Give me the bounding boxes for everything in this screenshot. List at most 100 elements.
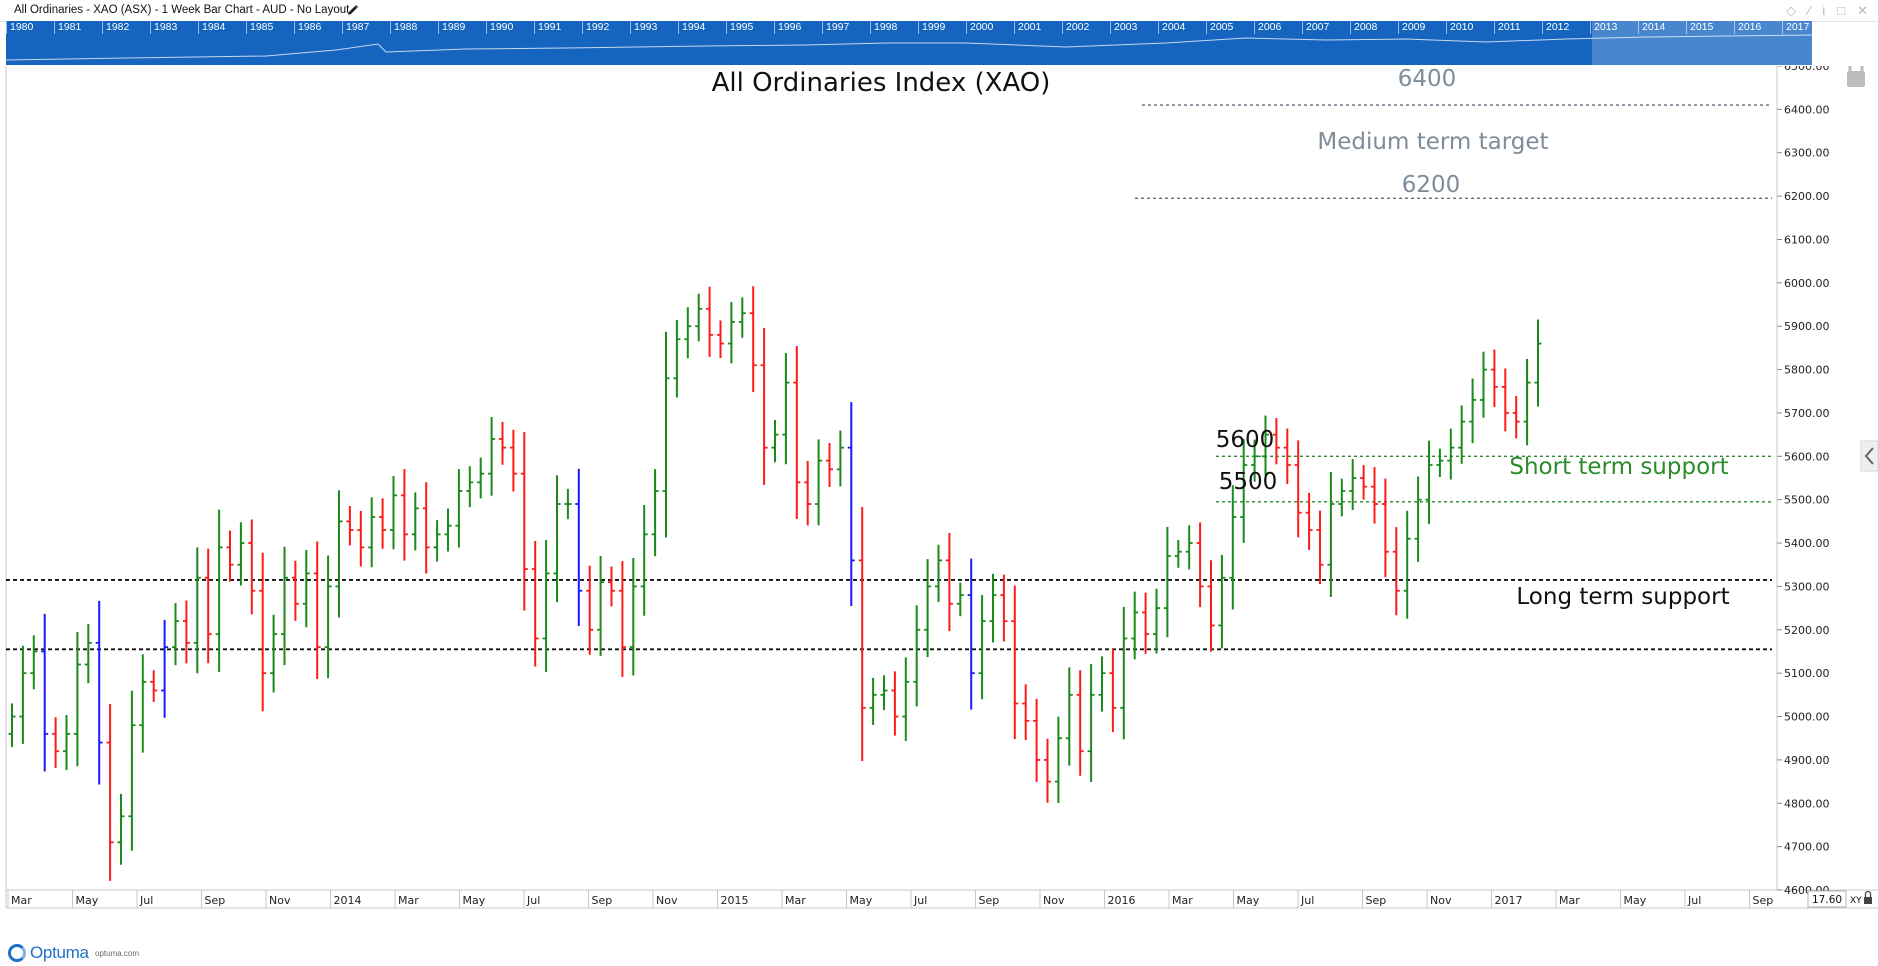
navigator-year[interactable]: 1998: [870, 21, 918, 34]
diamond-icon[interactable]: ◇: [1786, 3, 1797, 18]
ohlc-bar: [967, 558, 975, 710]
small-lock-icon[interactable]: [1864, 890, 1872, 905]
navigator-year[interactable]: 1997: [822, 21, 870, 34]
navigator-year[interactable]: 1983: [150, 21, 198, 34]
info-icon[interactable]: i: [1822, 3, 1826, 18]
navigator-year[interactable]: 1996: [774, 21, 822, 34]
ohlc-bar: [1272, 417, 1280, 465]
navigator-year[interactable]: 2013: [1590, 21, 1638, 34]
navigator-year[interactable]: 2002: [1062, 21, 1110, 34]
panel-collapse-icon[interactable]: [1860, 440, 1878, 472]
ohlc-bar: [695, 293, 703, 342]
ohlc-bar: [466, 466, 474, 508]
scale-value: 17.60: [1812, 894, 1842, 906]
navigator-year[interactable]: 1989: [438, 21, 486, 34]
navigator-year[interactable]: 1999: [918, 21, 966, 34]
ohlc-bar: [1403, 510, 1411, 619]
maximize-icon[interactable]: □: [1837, 3, 1846, 18]
y-tick-label: 6200.00: [1784, 190, 1830, 203]
navigator-year[interactable]: 2017: [1782, 21, 1812, 34]
link-icon[interactable]: ⁄: [1808, 3, 1811, 18]
navigator-year[interactable]: 1993: [630, 21, 678, 34]
ohlc-bar: [651, 469, 659, 557]
y-tick-label: 6300.00: [1784, 147, 1830, 160]
ohlc-bar: [73, 632, 81, 767]
navigator-year[interactable]: 2004: [1158, 21, 1206, 34]
x-tick-label: Mar: [1559, 894, 1580, 907]
ohlc-bar: [1163, 526, 1171, 638]
ohlc-bar: [379, 498, 387, 549]
ohlc-bar: [1153, 588, 1160, 654]
ohlc-bar: [793, 345, 801, 519]
optuma-logo-mark: [8, 944, 26, 962]
ohlc-bar: [8, 703, 16, 747]
ohlc-bar: [1316, 510, 1324, 585]
navigator-year[interactable]: 2016: [1734, 21, 1782, 34]
navigator-year[interactable]: 1980: [6, 21, 54, 34]
y-tick-label: 4900.00: [1784, 754, 1830, 767]
navigator-year[interactable]: 2001: [1014, 21, 1062, 34]
lock-icon[interactable]: [1847, 66, 1865, 87]
navigator-year[interactable]: 1994: [678, 21, 726, 34]
ohlc-bar: [531, 541, 539, 667]
y-tick-label: 4700.00: [1784, 841, 1830, 854]
x-tick-label: Jul: [1687, 894, 1701, 907]
ohlc-bar: [1360, 465, 1368, 500]
navigator-year[interactable]: 2009: [1398, 21, 1446, 34]
ohlc-bar: [346, 505, 354, 546]
close-icon[interactable]: ✕: [1857, 3, 1868, 18]
navigator-year[interactable]: 2007: [1302, 21, 1350, 34]
navigator-year[interactable]: 1991: [534, 21, 582, 34]
y-tick-label: 5200.00: [1784, 624, 1830, 637]
navigator-year[interactable]: 2008: [1350, 21, 1398, 34]
navigator-year[interactable]: 2006: [1254, 21, 1302, 34]
navigator-year[interactable]: 2012: [1542, 21, 1590, 34]
optuma-brand: Optuma: [30, 943, 89, 962]
navigator-year[interactable]: 1984: [198, 21, 246, 34]
ohlc-bar: [608, 566, 615, 607]
navigator-year[interactable]: 2015: [1686, 21, 1734, 34]
navigator-year[interactable]: 2011: [1494, 21, 1542, 34]
xy-toggle[interactable]: XY: [1850, 896, 1862, 906]
navigator-year[interactable]: 2014: [1638, 21, 1686, 34]
x-tick-label: May: [463, 894, 486, 907]
ohlc-bar: [106, 703, 114, 881]
scale-box[interactable]: [1807, 890, 1847, 908]
y-tick-label: 5600.00: [1784, 450, 1830, 463]
navigator-year[interactable]: 1987: [342, 21, 390, 34]
ohlc-bar: [706, 286, 714, 357]
x-axis: Mar May Jul Sep Nov 2014 Mar May Jul Sep Nov 2015 Ma…: [7, 890, 1773, 908]
x-tick-label: Nov: [1430, 894, 1452, 907]
ohlc-bar: [1131, 591, 1139, 660]
navigator-selection[interactable]: [1592, 21, 1812, 65]
navigator-year[interactable]: 1988: [390, 21, 438, 34]
ohlc-bar: [1349, 459, 1357, 510]
navigator-year[interactable]: 2010: [1446, 21, 1494, 34]
ohlc-bar: [1523, 359, 1531, 446]
navigator-year[interactable]: 1990: [486, 21, 534, 34]
ohlc-bar: [804, 460, 812, 526]
navigator-year[interactable]: 1986: [294, 21, 342, 34]
ohlc-bar: [139, 654, 147, 753]
navigator-year[interactable]: 2003: [1110, 21, 1158, 34]
ohlc-bar: [989, 573, 997, 643]
navigator-year[interactable]: 1995: [726, 21, 774, 34]
navigator-year[interactable]: 2005: [1206, 21, 1254, 34]
x-tick-label: Nov: [1043, 894, 1065, 907]
ohlc-bar: [215, 509, 223, 672]
x-tick-label: Sep: [979, 894, 1000, 907]
x-tick-label: Mar: [1172, 894, 1193, 907]
ohlc-bar: [1240, 439, 1248, 543]
navigator-year[interactable]: 1992: [582, 21, 630, 34]
ohlc-bar: [84, 624, 92, 684]
x-tick-label: 2016: [1108, 894, 1136, 907]
navigator-year[interactable]: 1985: [246, 21, 294, 34]
navigator-year[interactable]: 2000: [966, 21, 1014, 34]
pencil-icon[interactable]: [347, 4, 359, 16]
chart-title: All Ordinaries Index (XAO): [712, 68, 1051, 98]
ohlc-bar: [270, 614, 278, 693]
price-chart[interactable]: 4600.004700.004800.004900.005000.005100.…: [0, 66, 1878, 944]
date-navigator[interactable]: 1980 1981 1982 1983 1984 1985 1986 1987 1988 1989…: [6, 21, 1812, 65]
navigator-year[interactable]: 1981: [54, 21, 102, 34]
navigator-year[interactable]: 1982: [102, 21, 150, 34]
